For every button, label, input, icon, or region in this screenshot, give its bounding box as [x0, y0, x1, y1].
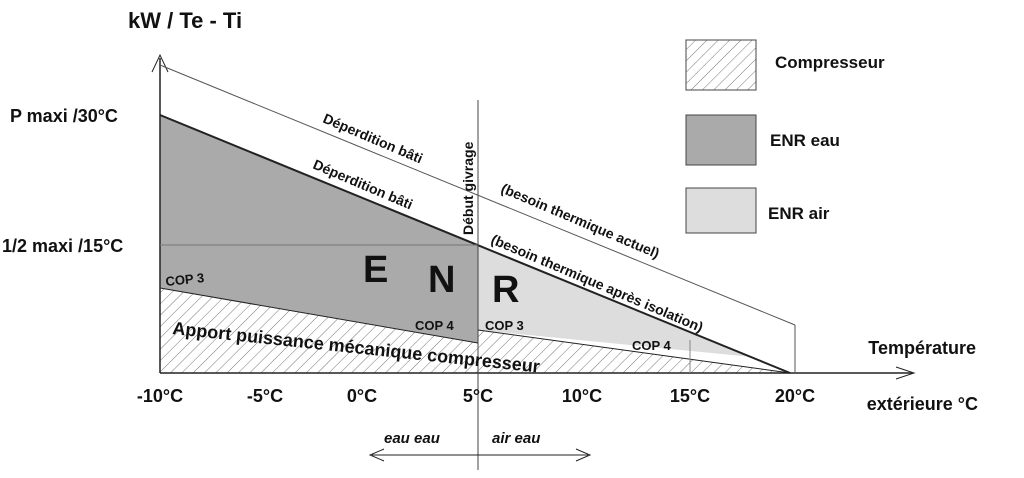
x-label: 15°C — [670, 386, 710, 406]
y-title: kW / Te - Ti — [128, 8, 242, 33]
enr-letter: N — [428, 259, 455, 301]
mode-arrow-right — [575, 448, 592, 462]
cop-label: COP 3 — [165, 270, 205, 289]
deperdition-line — [159, 114, 791, 374]
lines — [151, 53, 916, 470]
x-title: Température — [868, 338, 976, 358]
x-label: 0°C — [347, 386, 377, 406]
legend-label: ENR eau — [770, 131, 840, 150]
mode-label: air eau — [492, 430, 540, 447]
legend-label: Compresseur — [775, 53, 885, 72]
cop-air-line — [477, 329, 791, 374]
x-label: -10°C — [137, 386, 183, 406]
x-label: -5°C — [247, 386, 283, 406]
legend-label: ENR air — [768, 204, 830, 223]
x-arrow — [895, 366, 916, 380]
legend-swatch — [685, 187, 757, 234]
x-label: 10°C — [562, 386, 602, 406]
legend-swatch — [685, 39, 757, 91]
cop-eau-line — [159, 287, 479, 344]
y-label: 1/2 maxi /15°C — [2, 236, 123, 256]
x-label: 5°C — [463, 386, 493, 406]
mode-arrow-left — [368, 448, 385, 462]
cop-label: COP 3 — [485, 318, 524, 333]
y-label: P maxi /30°C — [10, 106, 118, 126]
axis-labels: kW / Te - Ti P maxi /30°C 1/2 maxi /15°C… — [2, 8, 978, 414]
cop-label: COP 4 — [415, 318, 455, 333]
x-title: extérieure °C — [867, 394, 978, 414]
enr-letter: E — [363, 249, 388, 291]
mode-label: eau eau — [384, 430, 440, 447]
legend-swatch — [685, 114, 757, 166]
x-label: 20°C — [775, 386, 815, 406]
enr-letter: R — [492, 269, 519, 311]
y-arrow — [151, 53, 169, 73]
cop-label: COP 4 — [632, 338, 672, 353]
enr-eau-area — [160, 115, 478, 343]
annotation: Déperdition bâti — [321, 110, 425, 166]
annotation: Début givrage — [460, 141, 476, 235]
legend: Compresseur ENR eau ENR air — [685, 39, 885, 234]
